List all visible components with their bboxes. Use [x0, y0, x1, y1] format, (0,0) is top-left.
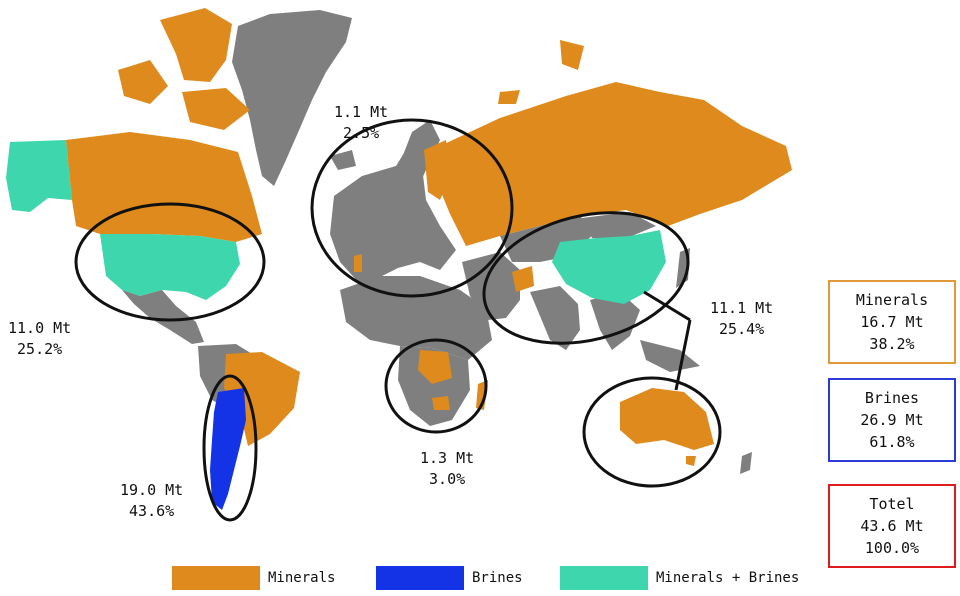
south-america-amount: 19.0 Mt [120, 481, 184, 499]
north-america-ellipse [74, 202, 266, 322]
tasmania [686, 456, 696, 466]
new-zealand [740, 452, 752, 474]
south-africa-region [398, 346, 470, 426]
north-america-amount: 11.0 Mt [8, 319, 72, 337]
afghanistan [512, 266, 534, 292]
legend-brines-swatch [376, 566, 464, 590]
mexico [122, 290, 204, 344]
total-summary-amount: 43.6 Mt [860, 517, 924, 535]
legend-minerals-brines-label: Minerals + Brines [656, 570, 800, 586]
north-america-label: 11.0 Mt 25.2% [8, 318, 71, 360]
europe [330, 140, 456, 284]
legend-minerals: Minerals [172, 566, 335, 590]
asia-australia-label: 11.1 Mt 25.4% [710, 298, 773, 340]
asia-connector [643, 290, 691, 322]
southeast-asia [590, 292, 700, 372]
minerals-summary-share: 38.2% [869, 335, 915, 353]
south-america-share: 43.6% [129, 502, 175, 520]
europe-amount: 1.1 Mt [334, 103, 389, 121]
canada-arctic [118, 8, 250, 130]
australia-ellipse [582, 376, 722, 488]
legend-brines-label: Brines [472, 570, 523, 586]
asia-ellipse [482, 211, 690, 345]
russia [436, 82, 792, 246]
asia-australia-amount: 11.1 Mt [710, 299, 774, 317]
usa [100, 234, 240, 300]
brines-summary-box: Brines 26.9 Mt 61.8% [828, 378, 956, 462]
alaska [6, 140, 72, 212]
north-africa [340, 276, 492, 360]
dr-congo [418, 350, 452, 384]
mongolia [582, 212, 656, 240]
total-summary-share: 100.0% [864, 539, 920, 557]
total-summary-box: Totel 43.6 Mt 100.0% [828, 484, 956, 568]
china [552, 230, 666, 304]
russia-islands [498, 40, 584, 104]
scandinavia [398, 120, 440, 196]
iceland [330, 150, 356, 170]
zimbabwe [432, 396, 450, 410]
legend-minerals-swatch [172, 566, 260, 590]
legend-minerals-label: Minerals [268, 570, 336, 586]
south-asia [530, 286, 580, 350]
australia [620, 388, 714, 450]
minerals-summary-amount: 16.7 Mt [860, 313, 924, 331]
legend-minerals-brines: Minerals + Brines [560, 566, 799, 590]
europe-ellipse [310, 118, 514, 298]
africa-amount: 1.3 Mt [420, 449, 475, 467]
total-summary-title: Totel [869, 495, 915, 513]
africa-ellipse [384, 338, 488, 434]
europe-label: 1.1 Mt 2.5% [334, 102, 388, 144]
greenland [232, 10, 352, 186]
europe-share: 2.5% [343, 124, 380, 142]
brines-summary-amount: 26.9 Mt [860, 411, 924, 429]
legend-minerals-brines-swatch [560, 566, 648, 590]
south-america-label: 19.0 Mt 43.6% [120, 480, 183, 522]
middle-east [462, 252, 520, 320]
minerals-summary-box: Minerals 16.7 Mt 38.2% [828, 280, 956, 364]
iberia-minerals [354, 254, 362, 272]
brines-summary-share: 61.8% [869, 433, 915, 451]
asia-australia-share: 25.4% [719, 320, 765, 338]
africa-share: 3.0% [429, 470, 466, 488]
minerals-summary-title: Minerals [855, 291, 929, 309]
south-america-ellipse [202, 374, 258, 522]
argentina-chile [210, 388, 246, 510]
australia-connector [674, 319, 692, 391]
legend-brines: Brines [376, 566, 523, 590]
north-america-share: 25.2% [17, 340, 63, 358]
brines-summary-title: Brines [864, 389, 920, 407]
africa-label: 1.3 Mt 3.0% [420, 448, 474, 490]
